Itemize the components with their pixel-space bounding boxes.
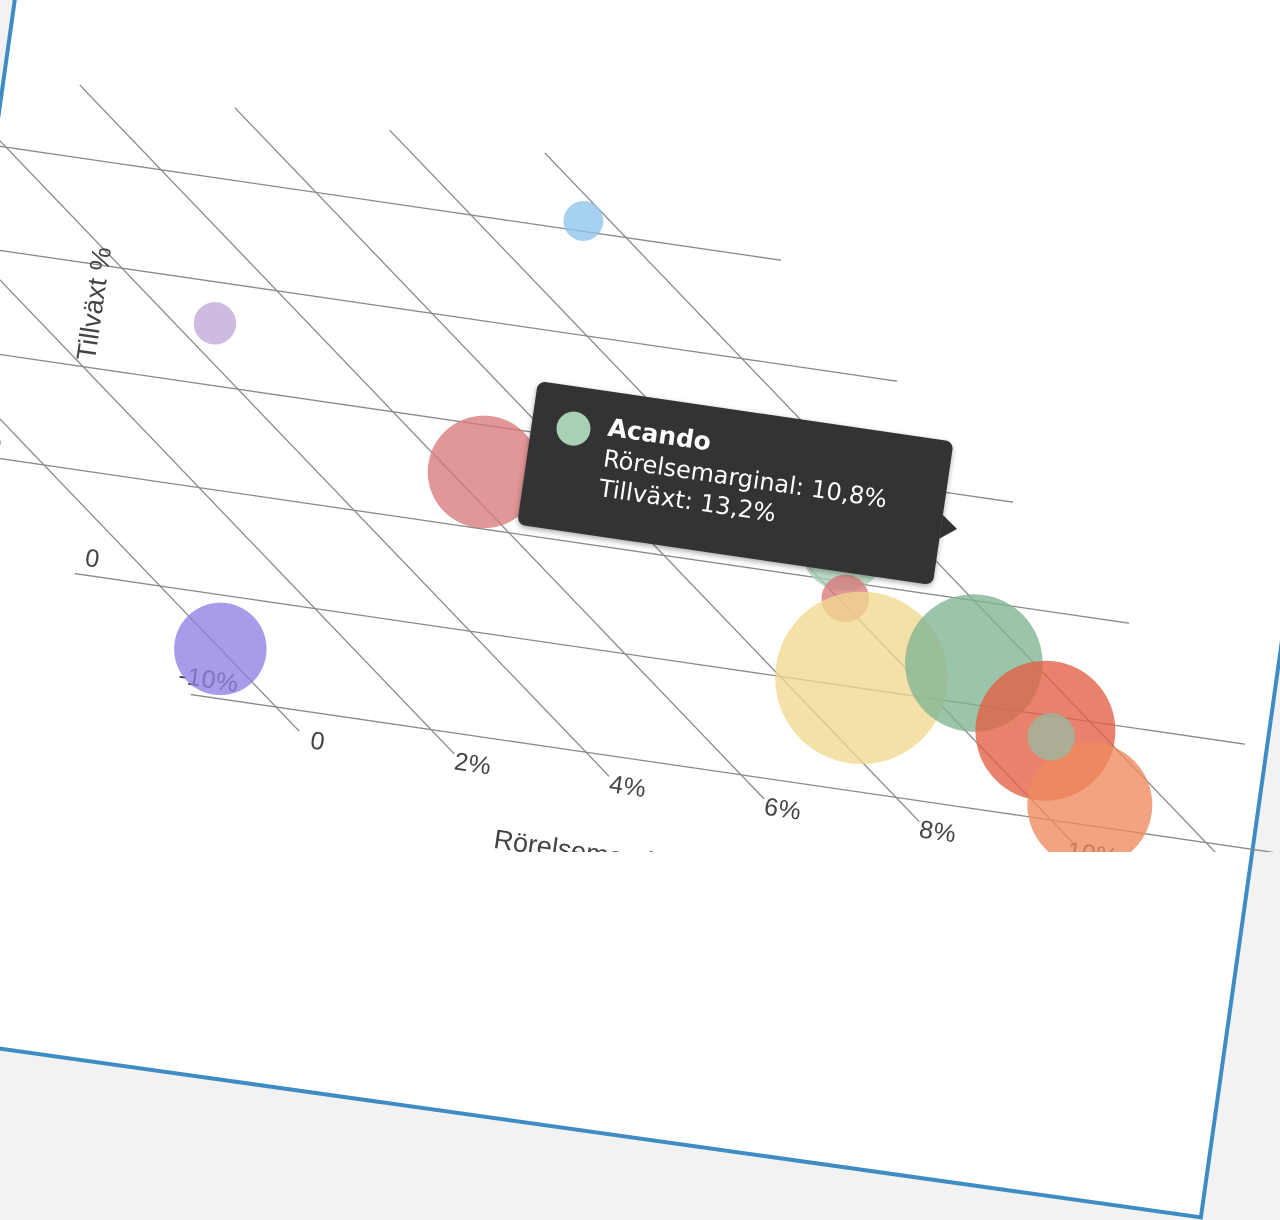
gridline-vertical [0, 140, 610, 777]
bubble [174, 602, 267, 696]
x-tick-label: 2% [452, 747, 493, 780]
gridline-vertical [79, 84, 765, 800]
bubble [1027, 742, 1153, 852]
tooltip-series-dot [554, 409, 593, 448]
x-tick-label: 8% [917, 815, 958, 848]
bubble [427, 415, 541, 529]
x-axis-title: Rörelsemarginal [492, 824, 691, 852]
y-tick-label: 10% [0, 420, 4, 455]
x-tick-label: 4% [607, 770, 648, 803]
x-tick-label: 0 [309, 727, 327, 757]
x-tick-label: 6% [762, 793, 803, 826]
y-axis-title: Tillväxt % [71, 245, 117, 363]
bubble [1027, 713, 1075, 761]
y-tick-label: 0 [83, 544, 101, 574]
gridline-horizontal [0, 457, 1130, 624]
axis-titles: Tillväxt % Rörelsemarginal [71, 245, 691, 852]
gridline-horizontal [0, 249, 898, 382]
gridline-horizontal [0, 145, 782, 261]
gridline-vertical [0, 279, 455, 755]
bubble [193, 302, 237, 345]
bubble [563, 200, 604, 241]
bubble [775, 591, 948, 765]
gridline-horizontal [190, 693, 1275, 852]
gridline-vertical [0, 418, 300, 732]
bubble-chart: 02%4%6%8%10%-10%010%20%30%40% Tillväxt %… [0, 84, 1275, 852]
chart-area: 02%4%6%8%10%-10%010%20%30%40% Tillväxt %… [0, 0, 1280, 852]
